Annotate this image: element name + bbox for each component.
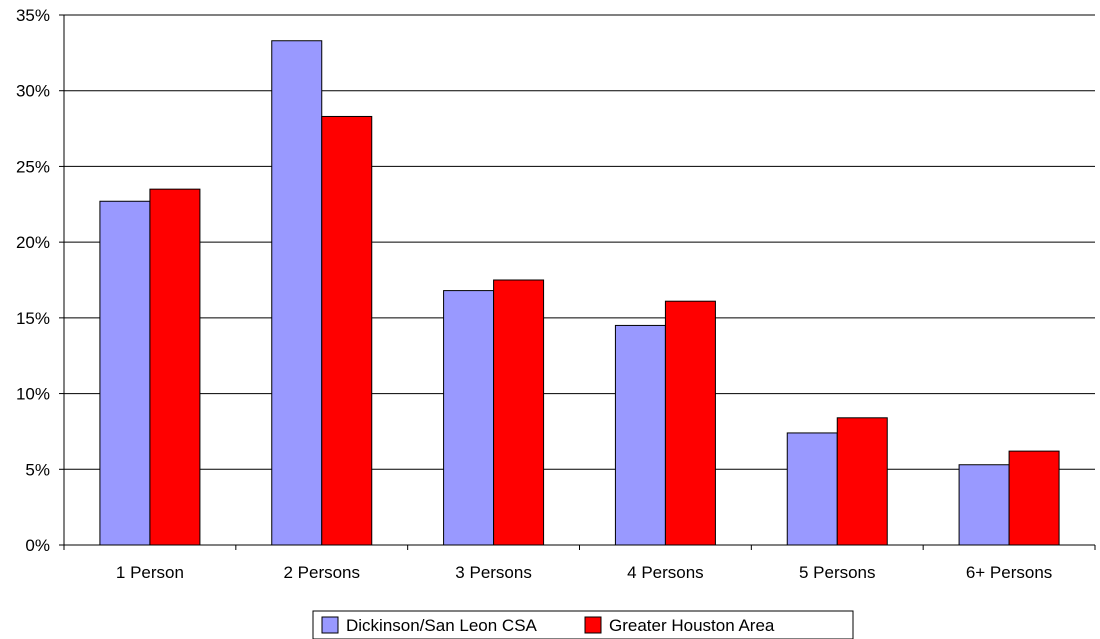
y-tick-label: 10% [16,385,50,404]
y-tick-label: 20% [16,233,50,252]
bar-series-1-2 [271,40,323,546]
x-tick-label: 4 Persons [627,563,704,582]
gridlines [59,14,1095,546]
x-axis-tick-marks [63,545,1096,550]
y-axis-tick-labels: 0% 5% 10% 15% 20% 25% 30% 35% [16,6,50,555]
bar-series-1-1 [99,200,151,546]
axes [63,15,1095,546]
bar-series-2-3 [493,279,545,546]
y-tick-label: 30% [16,82,50,101]
legend: Dickinson/San Leon CSA Greater Houston A… [312,610,854,639]
bar-series-1-5 [786,432,838,546]
legend-swatch-series-1 [321,616,339,634]
bar-series-2-1 [149,188,201,546]
bar-series-2-4 [664,300,716,546]
bars [99,40,1060,546]
legend-label-series-2: Greater Houston Area [609,616,775,635]
bar-series-1-4 [614,324,666,546]
x-axis-tick-labels: 1 Person 2 Persons 3 Persons 4 Persons 5 Per… [116,563,1052,582]
bar-series-1-6 [958,464,1010,546]
legend-swatch-series-2 [584,616,602,634]
y-tick-label: 0% [25,536,50,555]
x-tick-label: 3 Persons [455,563,532,582]
y-tick-label: 25% [16,157,50,176]
legend-label-series-1: Dickinson/San Leon CSA [346,616,538,635]
x-tick-label: 6+ Persons [966,563,1052,582]
bar-series-2-5 [836,417,888,546]
y-tick-label: 35% [16,6,50,25]
bar-series-2-2 [321,115,373,546]
y-tick-label: 15% [16,309,50,328]
x-tick-label: 5 Persons [799,563,876,582]
x-tick-label: 2 Persons [283,563,360,582]
bar-series-1-3 [443,290,495,546]
y-tick-label: 5% [25,460,50,479]
x-tick-label: 1 Person [116,563,184,582]
bar-series-2-6 [1008,450,1060,546]
legend-box [312,610,854,639]
